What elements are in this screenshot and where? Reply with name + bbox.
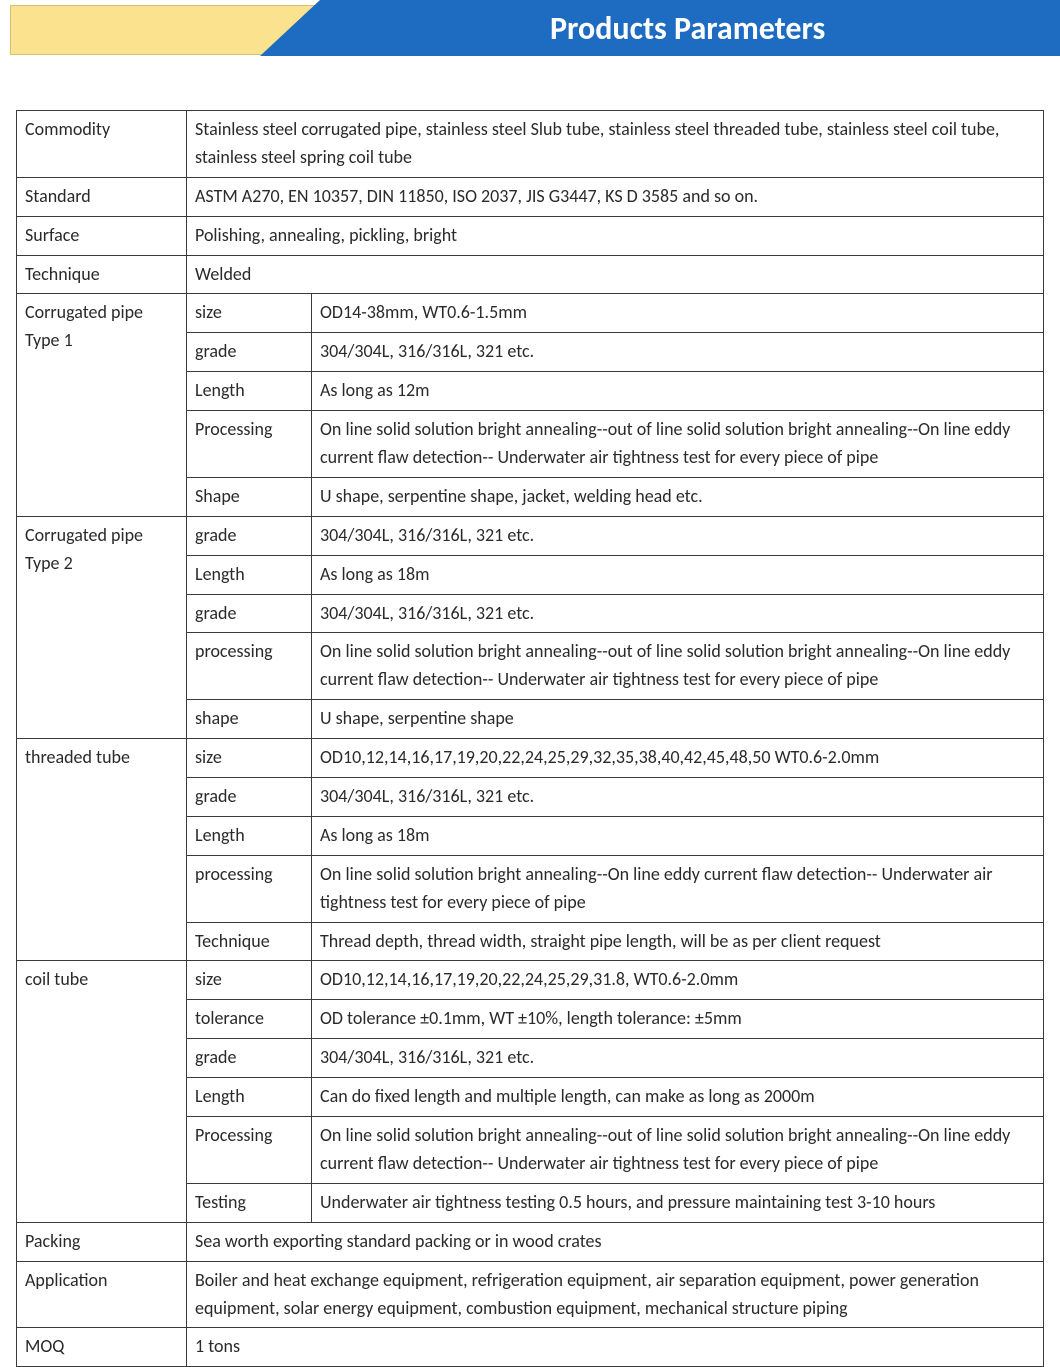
row-value: Polishing, annealing, pickling, bright xyxy=(187,216,1044,255)
row-sublabel: grade xyxy=(187,333,312,372)
row-value: On line solid solution bright annealing-… xyxy=(312,411,1044,478)
row-value: Stainless steel corrugated pipe, stainle… xyxy=(187,111,1044,178)
row-value: 304/304L, 316/316L, 321 etc. xyxy=(312,1039,1044,1078)
row-group-label: Corrugated pipe Type 1 xyxy=(17,294,187,516)
row-sublabel: size xyxy=(187,294,312,333)
row-sublabel: grade xyxy=(187,778,312,817)
row-group-label: threaded tube xyxy=(17,739,187,961)
page-title: Products Parameters xyxy=(550,9,825,48)
table-row: Corrugated pipe Type 1sizeOD14-38mm, WT0… xyxy=(17,294,1044,333)
row-label: Application xyxy=(17,1261,187,1328)
row-value: Sea worth exporting standard packing or … xyxy=(187,1222,1044,1261)
row-label: Surface xyxy=(17,216,187,255)
table-row: Corrugated pipe Type 2grade304/304L, 316… xyxy=(17,516,1044,555)
row-sublabel: Length xyxy=(187,372,312,411)
row-sublabel: processing xyxy=(187,855,312,922)
row-value: U shape, serpentine shape, jacket, weldi… xyxy=(312,477,1044,516)
row-value: OD10,12,14,16,17,19,20,22,24,25,29,31.8,… xyxy=(312,961,1044,1000)
row-value: Boiler and heat exchange equipment, refr… xyxy=(187,1261,1044,1328)
row-sublabel: Processing xyxy=(187,411,312,478)
row-value: Can do fixed length and multiple length,… xyxy=(312,1078,1044,1117)
row-sublabel: size xyxy=(187,739,312,778)
row-label: Standard xyxy=(17,177,187,216)
row-sublabel: Length xyxy=(187,555,312,594)
table-row: PackingSea worth exporting standard pack… xyxy=(17,1222,1044,1261)
row-sublabel: grade xyxy=(187,516,312,555)
row-sublabel: Length xyxy=(187,816,312,855)
row-value: Underwater air tightness testing 0.5 hou… xyxy=(312,1183,1044,1222)
row-label: Packing xyxy=(17,1222,187,1261)
row-value: OD tolerance ±0.1mm, WT ±10%, length tol… xyxy=(312,1000,1044,1039)
row-sublabel: Technique xyxy=(187,922,312,961)
row-sublabel: size xyxy=(187,961,312,1000)
row-value: On line solid solution bright annealing-… xyxy=(312,1117,1044,1184)
row-value: On line solid solution bright annealing-… xyxy=(312,855,1044,922)
row-sublabel: Length xyxy=(187,1078,312,1117)
parameters-table: CommodityStainless steel corrugated pipe… xyxy=(16,110,1044,1367)
table-row: StandardASTM A270, EN 10357, DIN 11850, … xyxy=(17,177,1044,216)
row-sublabel: tolerance xyxy=(187,1000,312,1039)
row-group-label: Corrugated pipe Type 2 xyxy=(17,516,187,738)
row-value: OD10,12,14,16,17,19,20,22,24,25,29,32,35… xyxy=(312,739,1044,778)
row-value: On line solid solution bright annealing-… xyxy=(312,633,1044,700)
table-row: CommodityStainless steel corrugated pipe… xyxy=(17,111,1044,178)
row-value: Welded xyxy=(187,255,1044,294)
row-value: U shape, serpentine shape xyxy=(312,700,1044,739)
header-band: Products Parameters xyxy=(0,0,1060,60)
row-sublabel: grade xyxy=(187,1039,312,1078)
row-label: Commodity xyxy=(17,111,187,178)
row-sublabel: Testing xyxy=(187,1183,312,1222)
row-value: As long as 18m xyxy=(312,816,1044,855)
row-sublabel: Processing xyxy=(187,1117,312,1184)
table-row: ApplicationBoiler and heat exchange equi… xyxy=(17,1261,1044,1328)
row-group-label: coil tube xyxy=(17,961,187,1222)
row-value: As long as 18m xyxy=(312,555,1044,594)
row-label: Technique xyxy=(17,255,187,294)
table-row: MOQ1 tons xyxy=(17,1328,1044,1367)
row-value: 304/304L, 316/316L, 321 etc. xyxy=(312,333,1044,372)
row-value: OD14-38mm, WT0.6-1.5mm xyxy=(312,294,1044,333)
row-value: ASTM A270, EN 10357, DIN 11850, ISO 2037… xyxy=(187,177,1044,216)
header-title-band: Products Parameters xyxy=(320,0,1060,56)
row-sublabel: Shape xyxy=(187,477,312,516)
row-value: 304/304L, 316/316L, 321 etc. xyxy=(312,594,1044,633)
row-value: 304/304L, 316/316L, 321 etc. xyxy=(312,778,1044,817)
row-sublabel: shape xyxy=(187,700,312,739)
row-label: MOQ xyxy=(17,1328,187,1367)
row-value: Thread depth, thread width, straight pip… xyxy=(312,922,1044,961)
row-value: 1 tons xyxy=(187,1328,1044,1367)
row-sublabel: processing xyxy=(187,633,312,700)
row-value: 304/304L, 316/316L, 321 etc. xyxy=(312,516,1044,555)
table-container: CommodityStainless steel corrugated pipe… xyxy=(0,110,1060,1367)
table-row: TechniqueWelded xyxy=(17,255,1044,294)
row-value: As long as 12m xyxy=(312,372,1044,411)
row-sublabel: grade xyxy=(187,594,312,633)
table-row: threaded tubesizeOD10,12,14,16,17,19,20,… xyxy=(17,739,1044,778)
table-row: SurfacePolishing, annealing, pickling, b… xyxy=(17,216,1044,255)
table-row: coil tubesizeOD10,12,14,16,17,19,20,22,2… xyxy=(17,961,1044,1000)
